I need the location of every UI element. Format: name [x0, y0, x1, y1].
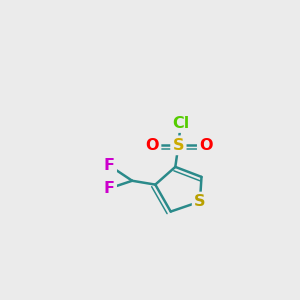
- Text: F: F: [103, 158, 115, 173]
- Text: O: O: [200, 138, 213, 153]
- Text: S: S: [172, 138, 184, 153]
- Text: F: F: [103, 181, 115, 196]
- Text: O: O: [146, 138, 159, 153]
- Text: Cl: Cl: [172, 116, 189, 130]
- Text: S: S: [194, 194, 206, 209]
